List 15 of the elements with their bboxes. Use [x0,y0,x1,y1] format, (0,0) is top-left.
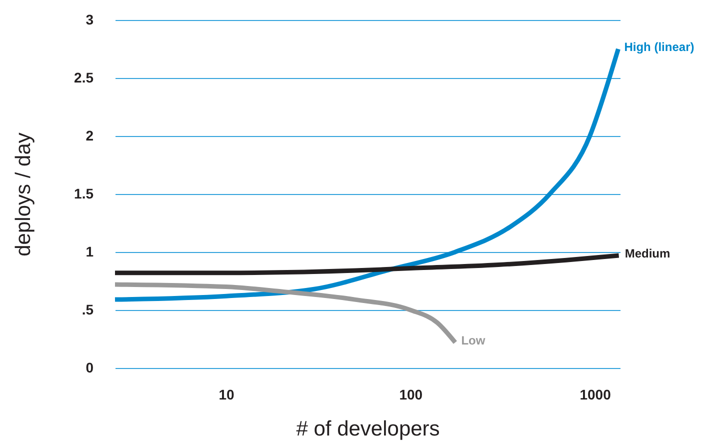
series-label: Medium [624,246,670,260]
y-tick-label: 1.5 [74,186,94,202]
series-label: High (linear) [624,40,694,54]
y-tick-label: 3 [86,12,94,28]
x-tick-label: 10 [218,386,235,402]
y-tick-label: 0 [86,360,94,376]
y-tick-label: 2.5 [74,70,94,86]
x-tick-label: 100 [399,386,423,402]
x-tick-label: 1000 [580,386,612,402]
series-label: Low [461,333,486,348]
x-axis-title: # of developers [296,418,440,440]
y-axis-title: deploys / day [12,132,36,256]
y-tick-label: .5 [82,302,94,318]
y-tick-label: 2 [86,128,94,144]
y-tick-label: 1 [86,244,94,260]
